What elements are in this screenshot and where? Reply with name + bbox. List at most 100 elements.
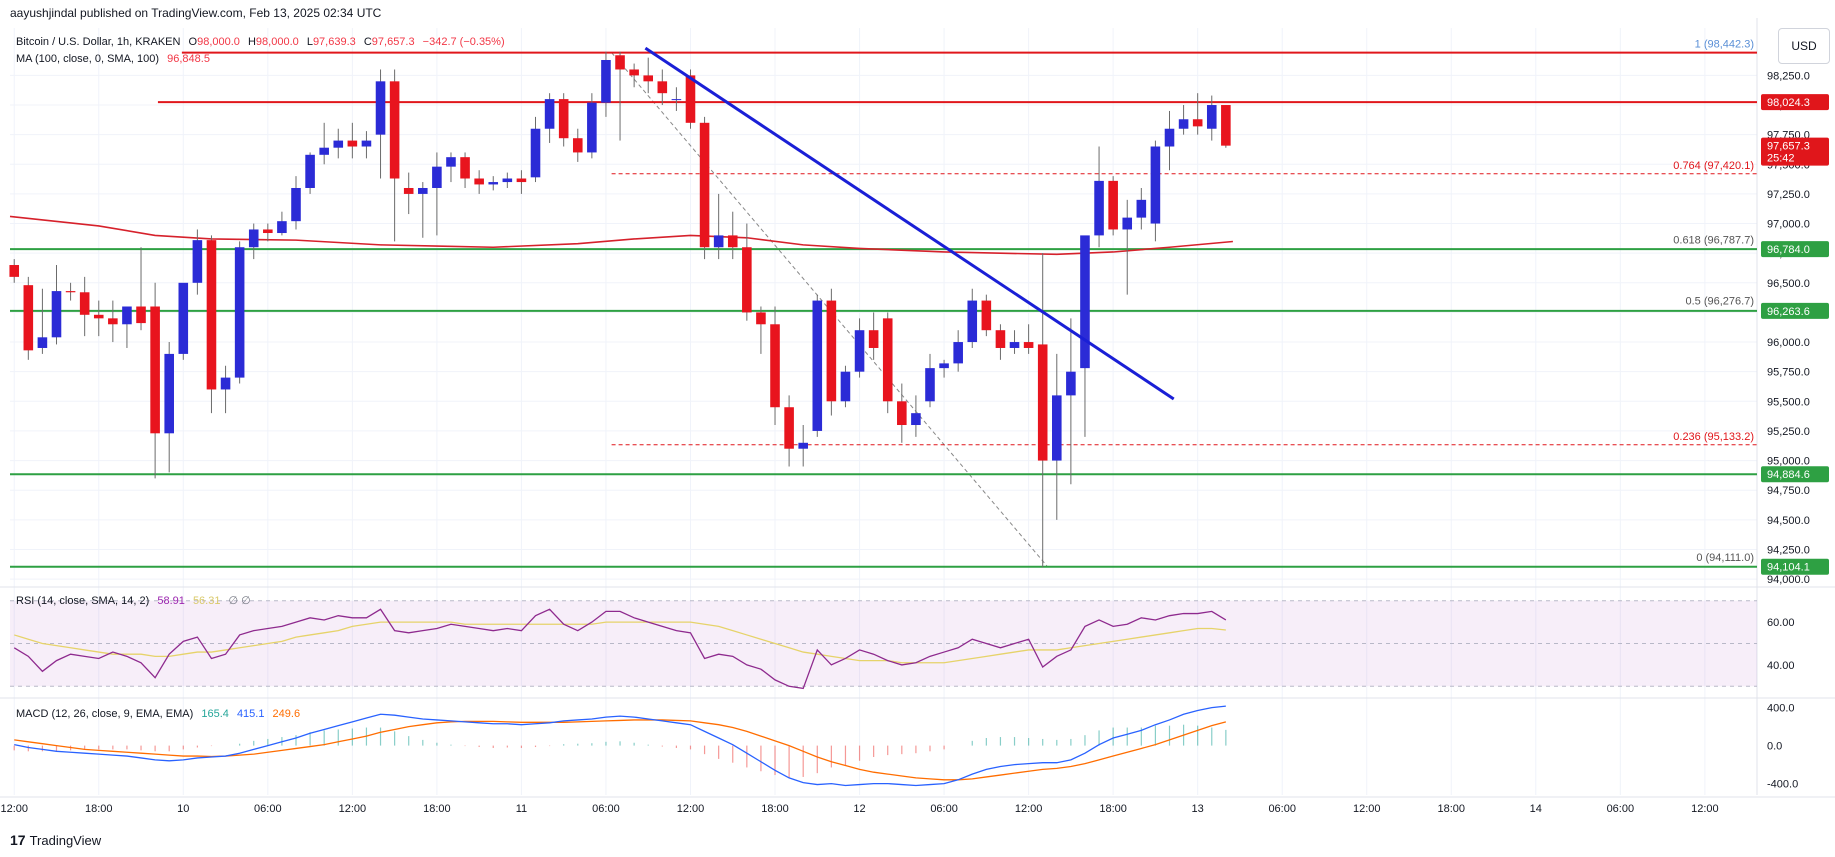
candle — [51, 265, 62, 345]
candle — [925, 353, 935, 408]
candle-body — [178, 282, 189, 354]
time-tick-label: 11 — [516, 803, 527, 815]
candle — [671, 87, 682, 111]
candle — [418, 182, 428, 238]
price-tag-text: 96,263.6 — [1767, 306, 1810, 318]
candle — [192, 229, 203, 295]
macd-hist-value: 165.4 — [201, 708, 229, 720]
candle-body — [220, 377, 231, 390]
candle-body — [319, 147, 329, 155]
fibonacci-retracement: 1 (98,442.3) 0.764 (97,420.1) 0.618 (96,78… — [611, 39, 1757, 567]
close-label: C — [363, 36, 372, 48]
candle-body — [868, 330, 879, 348]
candle-body — [530, 128, 541, 178]
candle-body — [615, 55, 625, 70]
candle-body — [756, 312, 766, 325]
candle-body — [333, 140, 344, 148]
tradingview-logo[interactable]: 17 TradingView — [10, 832, 101, 848]
candle — [1052, 353, 1062, 520]
candle — [93, 300, 104, 337]
moving-average — [9, 215, 1233, 256]
time-tick-label: 06:00 — [254, 803, 282, 815]
candle — [375, 69, 386, 179]
candle — [23, 276, 34, 360]
price-tick-label: 97,250.0 — [1767, 189, 1810, 201]
countdown-text: 25:42 — [1767, 153, 1795, 165]
candle-body — [1122, 217, 1133, 230]
candle — [460, 152, 470, 188]
fib-level-label: 1 (98,442.3) — [1695, 39, 1754, 51]
candle — [1150, 140, 1161, 242]
currency-selector[interactable]: USD — [1778, 28, 1830, 64]
candle-body — [601, 59, 611, 103]
candle-body — [629, 69, 639, 76]
candle — [1164, 110, 1175, 171]
candle — [122, 306, 132, 348]
candle — [206, 235, 217, 414]
ma-legend[interactable]: MA (100, close, 0, SMA, 100) 96,848.5 — [16, 53, 210, 65]
candle — [897, 383, 907, 443]
candle-body — [375, 81, 386, 135]
high-value: 98,000.0 — [255, 36, 299, 48]
candle-body — [558, 99, 569, 139]
ma-label: MA (100, close, 0, SMA, 100) — [16, 53, 160, 65]
candle — [403, 172, 414, 215]
time-tick-label: 12:00 — [1015, 803, 1043, 815]
candle-body — [418, 187, 428, 194]
resistance-price-tag: 98,024.3 — [1761, 94, 1829, 111]
candle — [939, 359, 949, 378]
candle-body — [911, 413, 921, 426]
publisher-line: aayushjindal published on TradingView.co… — [10, 6, 382, 20]
candle-body — [474, 178, 484, 185]
candle — [530, 116, 541, 183]
candle-body — [713, 235, 724, 248]
candle-body — [488, 182, 499, 185]
macd-pane: -400.0 0.0 400.0 — [13, 703, 1798, 791]
price-tick-label: 95,750.0 — [1767, 367, 1810, 379]
price-tick-label: 94,000.0 — [1767, 574, 1810, 586]
time-tick-label: 14 — [1530, 803, 1542, 815]
candle — [488, 176, 499, 191]
time-tick-label: 18:00 — [1438, 803, 1466, 815]
candle-body — [685, 75, 696, 123]
brand-name: TradingView — [29, 832, 102, 848]
fib-level-label: 0 (94,111.0) — [1696, 552, 1754, 564]
macd-tick-label: -400.0 — [1767, 779, 1798, 791]
candle — [601, 51, 611, 117]
candle-body — [248, 229, 259, 248]
price-tick-label: 95,250.0 — [1767, 426, 1810, 438]
time-tick-label: 06:00 — [592, 803, 620, 815]
candle — [770, 306, 780, 426]
candle-body — [826, 300, 837, 402]
candle — [868, 312, 879, 360]
candle — [967, 288, 978, 348]
currency-label: USD — [1791, 39, 1817, 53]
candle — [164, 342, 174, 473]
rsi-legend[interactable]: RSI (14, close, SMA, 14, 2) 58.91 56.31 … — [16, 594, 251, 607]
candle-body — [1066, 371, 1076, 396]
price-tag-text: 97,657.3 — [1767, 141, 1810, 153]
tradingview-mark-icon: 17 — [10, 832, 26, 848]
candle — [558, 93, 569, 147]
close-value: 97,657.3 — [371, 36, 415, 48]
candle-body — [897, 401, 907, 426]
candle-body — [840, 371, 851, 402]
candle — [1122, 199, 1133, 295]
candle — [37, 288, 48, 354]
candle-body — [770, 324, 780, 408]
candle-body — [291, 187, 301, 222]
symbol-legend[interactable]: Bitcoin / U.S. Dollar, 1h, KRAKEN O98,00… — [16, 36, 505, 48]
macd-line — [14, 705, 1226, 787]
candle — [587, 93, 597, 159]
candle-body — [516, 178, 527, 183]
low-value: 97,639.3 — [312, 36, 356, 48]
candle — [516, 170, 527, 194]
candle — [263, 223, 273, 242]
candle-body — [51, 291, 62, 338]
candle-body — [65, 291, 76, 293]
macd-legend[interactable]: MACD (12, 26, close, 9, EMA, EMA) 165.4 … — [16, 708, 300, 720]
candle — [727, 211, 738, 260]
macd-signal-line — [14, 719, 1227, 781]
candle-body — [1080, 235, 1090, 369]
